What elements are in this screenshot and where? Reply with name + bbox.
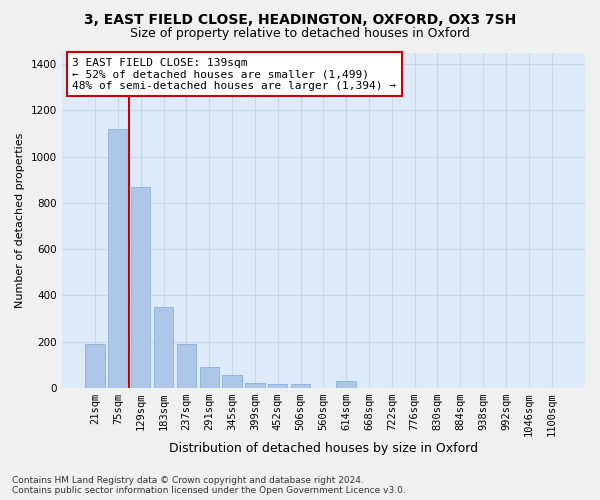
- Bar: [223, 375, 242, 388]
- Bar: [245, 383, 265, 388]
- Bar: [291, 384, 310, 388]
- Y-axis label: Number of detached properties: Number of detached properties: [15, 132, 25, 308]
- Bar: [154, 307, 173, 388]
- Bar: [85, 344, 105, 388]
- Bar: [337, 381, 356, 388]
- Text: Size of property relative to detached houses in Oxford: Size of property relative to detached ho…: [130, 28, 470, 40]
- X-axis label: Distribution of detached houses by size in Oxford: Distribution of detached houses by size …: [169, 442, 478, 455]
- Text: 3, EAST FIELD CLOSE, HEADINGTON, OXFORD, OX3 7SH: 3, EAST FIELD CLOSE, HEADINGTON, OXFORD,…: [84, 12, 516, 26]
- Bar: [131, 186, 151, 388]
- Bar: [177, 344, 196, 388]
- Bar: [200, 367, 219, 388]
- Text: Contains HM Land Registry data © Crown copyright and database right 2024.
Contai: Contains HM Land Registry data © Crown c…: [12, 476, 406, 495]
- Bar: [268, 384, 287, 388]
- Bar: [108, 129, 128, 388]
- Text: 3 EAST FIELD CLOSE: 139sqm
← 52% of detached houses are smaller (1,499)
48% of s: 3 EAST FIELD CLOSE: 139sqm ← 52% of deta…: [72, 58, 396, 90]
